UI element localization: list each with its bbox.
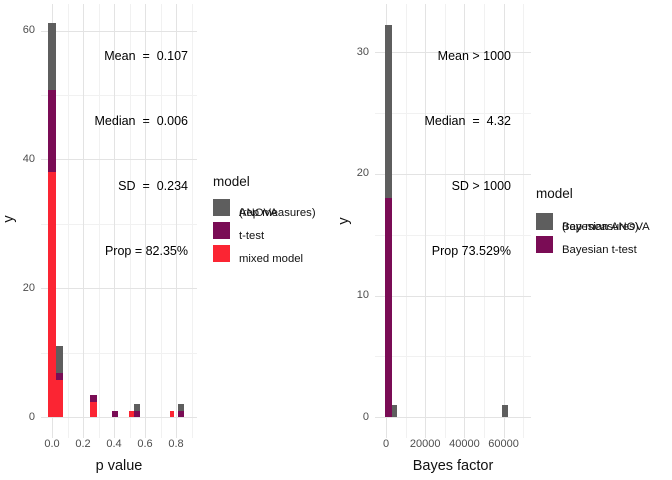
gridline-y-major: [41, 159, 197, 161]
annotation-median: Median = 4.32: [424, 113, 511, 128]
legend-entry: Bayesian t-test: [536, 236, 672, 255]
gridline-y-major: [375, 52, 531, 54]
x-tick-label: 0.6: [137, 438, 153, 450]
gridline-x-minor: [98, 4, 100, 438]
bar-segment-t-test: [55, 372, 64, 380]
y-tick-label: 30: [356, 45, 369, 58]
x-tick-label: 40000: [449, 438, 480, 450]
x-tick-label: 0: [382, 438, 390, 450]
gridline-x-major: [464, 4, 466, 438]
gridline-y-major: [41, 417, 197, 418]
legend-label-line: ANOVA: [239, 206, 278, 219]
legend-key-swatch: [213, 222, 230, 239]
gridline-y-minor: [41, 95, 197, 96]
y-tick-label: 0: [362, 410, 369, 423]
y-tick-label: 0: [28, 410, 35, 423]
x-tick-label: 0.8: [168, 438, 184, 450]
gridline-y-minor: [375, 356, 531, 358]
y-tick-label: 10: [356, 289, 369, 302]
annotation-median: Median = 0.006: [94, 113, 188, 128]
gridline-x-major: [114, 4, 115, 438]
bar-segment-anova-rep-measures-: [178, 404, 184, 411]
gridline-x-minor: [484, 4, 485, 438]
gridline-x-minor: [160, 4, 162, 438]
legend-title: model: [213, 174, 250, 189]
bar-segment-anova-rep-measures-: [133, 404, 141, 411]
bar-segment-mixed-model: [55, 379, 64, 417]
annotation-mean: Mean > 1000: [437, 49, 511, 64]
legend-label-line: (rep measures): [239, 206, 316, 219]
left-legend: model ANOVA (rep measures) t-test mixed mode…: [213, 174, 353, 268]
left-annotations: Mean = 0.107 Median = 0.006 SD = 0.234 P…: [30, 3, 188, 305]
gridline-y-minor: [375, 113, 531, 115]
legend-label-line: t-test: [239, 229, 265, 242]
gridline-x-major: [503, 4, 505, 438]
gridline-y-major: [375, 417, 531, 419]
annotation-prop: Prop 73.529%: [431, 243, 511, 258]
legend-entry: Bayesian ANOVA (rep measures): [536, 213, 672, 232]
legend-key-swatch: [536, 236, 553, 253]
x-tick-label: 60000: [488, 438, 519, 450]
left-y-axis-title: y: [1, 215, 17, 223]
gridline-x-major: [145, 4, 146, 438]
y-tick-label: 20: [22, 281, 35, 294]
gridline-x-minor: [191, 4, 193, 438]
legend-key-swatch: [213, 199, 230, 216]
gridline-y-minor: [41, 352, 197, 354]
x-tick-label: 20000: [409, 438, 441, 450]
y-tick-label: 60: [22, 24, 35, 37]
legend-title: model: [536, 186, 573, 201]
gridline-x-minor: [444, 4, 446, 438]
legend-key-swatch: [536, 213, 553, 230]
gridline-x-major: [176, 4, 177, 438]
right-x-axis-title: Bayes factor: [412, 458, 494, 474]
left-x-axis-title: p value: [95, 458, 143, 474]
legend-label-line: Bayesian ANOVA: [562, 220, 650, 233]
right-y-axis-title: y: [336, 217, 352, 225]
right-annotations: Mean > 1000 Median = 4.32 SD > 1000 Prop…: [353, 3, 511, 305]
legend-label-line: mixed model: [239, 252, 304, 265]
bar-segment-bayesian-anova-rep-measures-: [392, 405, 397, 418]
gridline-x-major: [83, 4, 84, 438]
annotation-sd: SD > 1000: [451, 178, 511, 193]
x-tick-label: 0.4: [106, 438, 122, 450]
gridline-x-minor: [67, 4, 69, 438]
annotation-sd: SD = 0.234: [118, 178, 188, 193]
gridline-x-minor: [405, 4, 407, 438]
gridline-y-major: [41, 288, 197, 290]
legend-entry: mixed model: [213, 245, 353, 264]
annotation-prop: Prop = 82.35%: [104, 243, 188, 258]
gridline-y-major: [375, 173, 531, 175]
bar-segment-mixed-model: [89, 401, 97, 417]
gridline-y-major: [41, 30, 197, 32]
legend-key-swatch: [213, 245, 230, 262]
legend-entry: t-test: [213, 222, 353, 241]
y-tick-label: 40: [22, 152, 35, 165]
gridline-x-minor: [523, 4, 525, 438]
legend-label-line: Bayesian t-test: [562, 243, 637, 256]
legend-entry: ANOVA (rep measures): [213, 199, 353, 218]
right-legend: model Bayesian ANOVA (rep measures) Bayesia…: [536, 186, 672, 259]
x-tick-label: 0.2: [75, 438, 91, 450]
gridline-x-minor: [129, 4, 131, 438]
x-tick-label: 0.0: [44, 438, 60, 450]
gridline-y-minor: [375, 234, 531, 236]
legend-label-line: (rep measures): [562, 220, 639, 233]
bar-segment-anova-rep-measures-: [55, 345, 64, 373]
gridline-y-major: [375, 295, 531, 297]
gridline-x-major: [425, 4, 427, 438]
y-tick-label: 20: [356, 167, 369, 180]
gridline-y-minor: [41, 223, 197, 225]
annotation-mean: Mean = 0.107: [104, 49, 188, 64]
bar-segment-t-test: [89, 395, 97, 402]
